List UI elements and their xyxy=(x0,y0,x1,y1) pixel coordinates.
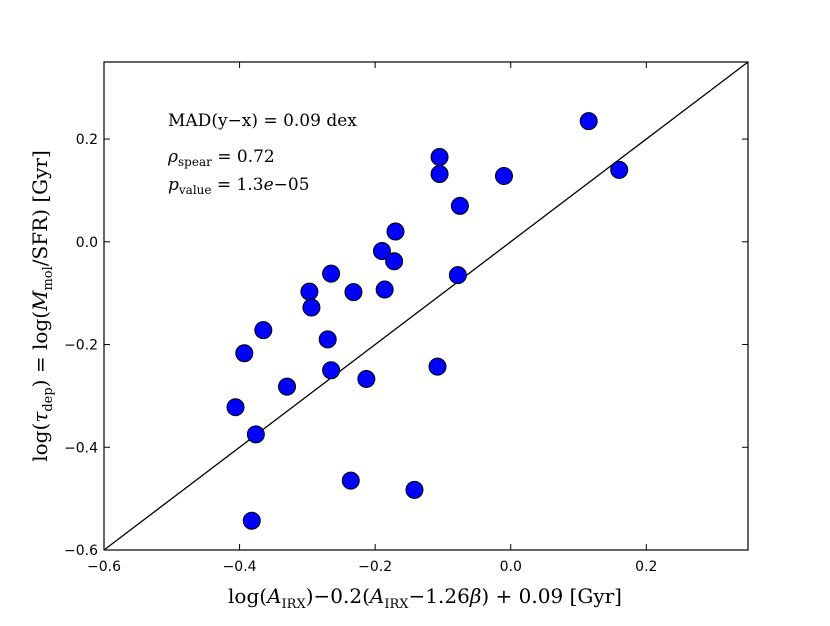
data-point-1 xyxy=(579,112,598,131)
y-tick-label: −0.4 xyxy=(64,440,98,456)
data-point-27 xyxy=(242,511,261,530)
plot-frame xyxy=(103,61,749,551)
x-tick-label: 0.2 xyxy=(635,559,657,575)
y-tick-label: 0.0 xyxy=(76,235,98,251)
data-point-24 xyxy=(246,425,265,444)
data-point-5 xyxy=(494,167,513,186)
x-axis-label: log(AIRX)−0.2(AIRX−1.26β) + 0.09 [Gyr] xyxy=(228,584,622,612)
data-point-6 xyxy=(450,196,469,215)
data-point-18 xyxy=(235,344,254,363)
data-point-9 xyxy=(385,252,404,271)
annotation-p-value: pvalue = 1.3e−05 xyxy=(168,175,310,197)
y-tick-label: −0.6 xyxy=(64,543,98,559)
data-point-22 xyxy=(278,377,297,396)
data-point-11 xyxy=(448,266,467,285)
data-point-16 xyxy=(254,321,273,340)
data-point-10 xyxy=(322,264,341,283)
data-point-25 xyxy=(341,471,360,490)
x-tick-label: −0.6 xyxy=(87,559,121,575)
data-point-15 xyxy=(302,298,321,317)
data-point-12 xyxy=(300,282,319,301)
data-point-3 xyxy=(430,148,449,167)
data-point-4 xyxy=(430,164,449,183)
data-point-14 xyxy=(375,280,394,299)
data-point-13 xyxy=(344,283,363,302)
y-tick-label: −0.2 xyxy=(64,338,98,354)
x-tick-label: 0.0 xyxy=(500,559,522,575)
data-point-8 xyxy=(372,242,391,261)
y-tick-label: 0.2 xyxy=(76,132,98,148)
annotation-mad: MAD(y−x) = 0.09 dex xyxy=(168,111,357,131)
data-point-19 xyxy=(322,361,341,380)
y-axis-label: log(τdep) = log(Mmol/SFR) [Gyr] xyxy=(28,150,56,462)
data-point-2 xyxy=(610,160,629,179)
one-to-one-line xyxy=(103,61,749,551)
annotation-rho-spear: ρspear = 0.72 xyxy=(167,147,275,169)
data-point-21 xyxy=(428,357,447,376)
data-point-26 xyxy=(405,480,424,499)
data-point-7 xyxy=(386,222,405,241)
data-point-23 xyxy=(226,398,245,417)
data-point-20 xyxy=(357,369,376,388)
data-point-17 xyxy=(318,330,337,349)
x-tick-label: −0.2 xyxy=(358,559,392,575)
x-tick-label: −0.4 xyxy=(223,559,257,575)
